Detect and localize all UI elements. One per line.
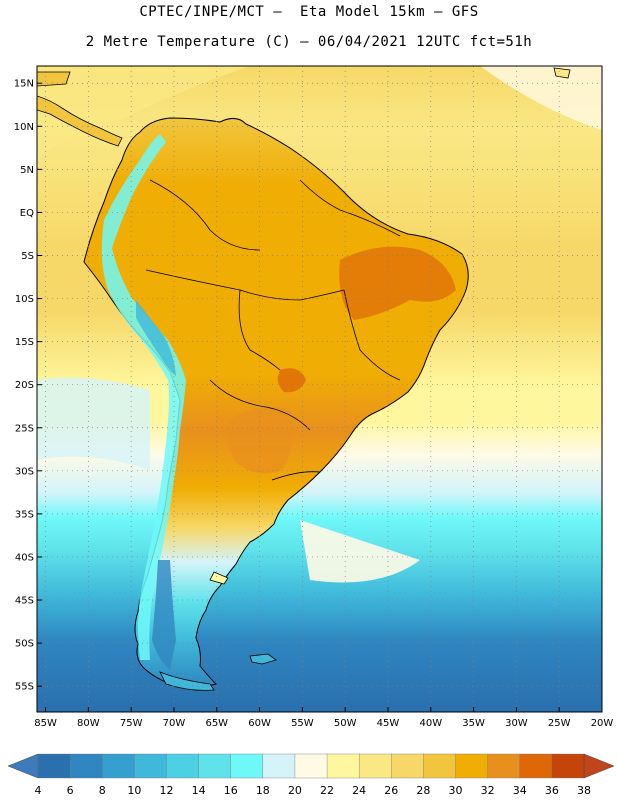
- colorbar-swatch: [391, 753, 425, 779]
- pantanal-hot-spot: [277, 368, 306, 393]
- colorbar-swatch: [519, 753, 553, 779]
- central-america-land: [37, 95, 123, 147]
- lon-tick-label: 50W: [334, 718, 357, 729]
- lon-tick-label: 85W: [34, 718, 57, 729]
- colorbar-label: 38: [577, 784, 591, 797]
- lat-tick-label: 50S: [15, 639, 34, 650]
- country-borders: [145, 179, 401, 481]
- colorbar-label: 30: [449, 784, 463, 797]
- lon-tick-label: 20W: [591, 718, 614, 729]
- lat-tick-label: 5N: [20, 165, 34, 176]
- colorbar-swatch: [423, 753, 457, 779]
- lon-tick-label: 75W: [120, 718, 143, 729]
- lon-tick-label: 55W: [291, 718, 314, 729]
- altiplano-cold: [136, 300, 176, 376]
- colorbar-swatch: [69, 753, 103, 779]
- lat-tick-label: 20S: [15, 380, 34, 391]
- lat-tick-label: 40S: [15, 552, 34, 563]
- lon-tick-label: 25W: [548, 718, 571, 729]
- north-atlantic-cool: [480, 66, 602, 130]
- andes-cold-strip: [101, 134, 186, 660]
- colorbar-label: 6: [67, 784, 74, 797]
- colorbar-label: 16: [224, 784, 238, 797]
- pacific-cool-band: [37, 377, 150, 470]
- patagonia-cold: [152, 560, 176, 670]
- lat-tick-label: 55S: [15, 682, 34, 693]
- lon-tick-label: 40W: [419, 718, 442, 729]
- colorbar-label: 10: [127, 784, 141, 797]
- color-scale-bar: 4 6 8 10 12 14 16 18 20 22 24 26 28 30 32 34 36 38: [7, 753, 615, 797]
- colorbar-label: 12: [159, 784, 173, 797]
- lat-lon-grid: [37, 66, 602, 712]
- colorbar-label: 14: [192, 784, 206, 797]
- lat-tick-label: 15S: [15, 337, 34, 348]
- border-brazil-states: [343, 289, 401, 381]
- chaco-hot-spot: [227, 406, 294, 474]
- colorbar-low-arrow: [7, 753, 39, 779]
- lon-tick-label: 65W: [205, 718, 228, 729]
- valdes-peninsula: [209, 571, 229, 585]
- colorbar-swatch: [551, 753, 585, 779]
- ocean-warm-tongue: [300, 520, 420, 583]
- colorbar-label: 34: [513, 784, 527, 797]
- lat-tick-label: 25S: [15, 423, 34, 434]
- colorbar-swatch: [294, 753, 328, 779]
- colorbar-swatch: [102, 753, 135, 779]
- lon-tick-label: 70W: [163, 718, 186, 729]
- colorbar-label: 8: [99, 784, 106, 797]
- lon-tick-label: 45W: [377, 718, 400, 729]
- lat-tick-label: 5S: [21, 251, 34, 262]
- lon-tick-label: 35W: [462, 718, 485, 729]
- map-frame: [36, 65, 603, 713]
- map-area: [37, 66, 602, 712]
- lon-tick-label: 60W: [248, 718, 271, 729]
- lat-tick-label: 15N: [14, 79, 34, 90]
- colorbar-swatch: [198, 753, 232, 779]
- colorbar-label: 22: [320, 784, 334, 797]
- title-line-2: 2 Metre Temperature (C) – 06/04/2021 12U…: [85, 34, 533, 50]
- colorbar-label: 36: [545, 784, 559, 797]
- border-peru-brazil: [145, 269, 345, 301]
- colorbar-swatch: [37, 753, 71, 779]
- lat-tick-label: 35S: [15, 509, 34, 520]
- lon-tick-label: 80W: [77, 718, 100, 729]
- caribbean-island: [553, 67, 571, 79]
- colorbar-label: 18: [256, 784, 270, 797]
- colorbar-label: 26: [384, 784, 398, 797]
- colorbar-label: 32: [481, 784, 495, 797]
- title-line-1: CPTEC/INPE/MCT – Eta Model 15km – GFS: [139, 4, 479, 20]
- colorbar-label: 4: [35, 784, 42, 797]
- northeast-hot-spot: [339, 246, 456, 320]
- colorbar-high-arrow: [583, 753, 615, 779]
- colorbar-label: 24: [352, 784, 366, 797]
- colorbar-swatch: [487, 753, 521, 779]
- colorbar-swatch: [166, 753, 200, 779]
- border-uruguay: [271, 471, 321, 481]
- colorbar-swatch: [262, 753, 296, 779]
- colorbar-swatch: [455, 753, 489, 779]
- colorbar-swatch: [134, 753, 168, 779]
- lat-tick-label: EQ: [20, 208, 34, 219]
- lat-tick-label: 10S: [15, 294, 34, 305]
- lat-tick-label: 45S: [15, 596, 34, 607]
- tierra-del-fuego: [159, 671, 215, 691]
- colorbar-label: 28: [416, 784, 430, 797]
- border-guyanas: [299, 179, 401, 237]
- border-colombia-venezuela: [149, 179, 261, 251]
- longitude-labels: 85W 80W 75W 70W 65W 60W 55W 50W 45W 40W 35W 30W 25W 2…: [34, 707, 613, 729]
- colorbar-swatch: [358, 753, 392, 779]
- lat-tick-label: 30S: [15, 466, 34, 477]
- lon-tick-label: 30W: [505, 718, 528, 729]
- latitude-labels: 15N 10N 5N EQ 5S 10S 15S 20S 25S 30S 35S 40S 45S 50S 5…: [14, 79, 42, 693]
- border-paraguay-argentina: [209, 379, 311, 431]
- colorbar-swatch: [230, 753, 264, 779]
- colorbar-swatch: [326, 753, 360, 779]
- colorbar-label: 20: [288, 784, 302, 797]
- yucatan-land: [37, 71, 71, 87]
- lat-tick-label: 10N: [14, 122, 34, 133]
- falkland-islands: [249, 653, 277, 665]
- border-bolivia-brazil: [238, 289, 281, 371]
- caribbean-region: [37, 66, 250, 160]
